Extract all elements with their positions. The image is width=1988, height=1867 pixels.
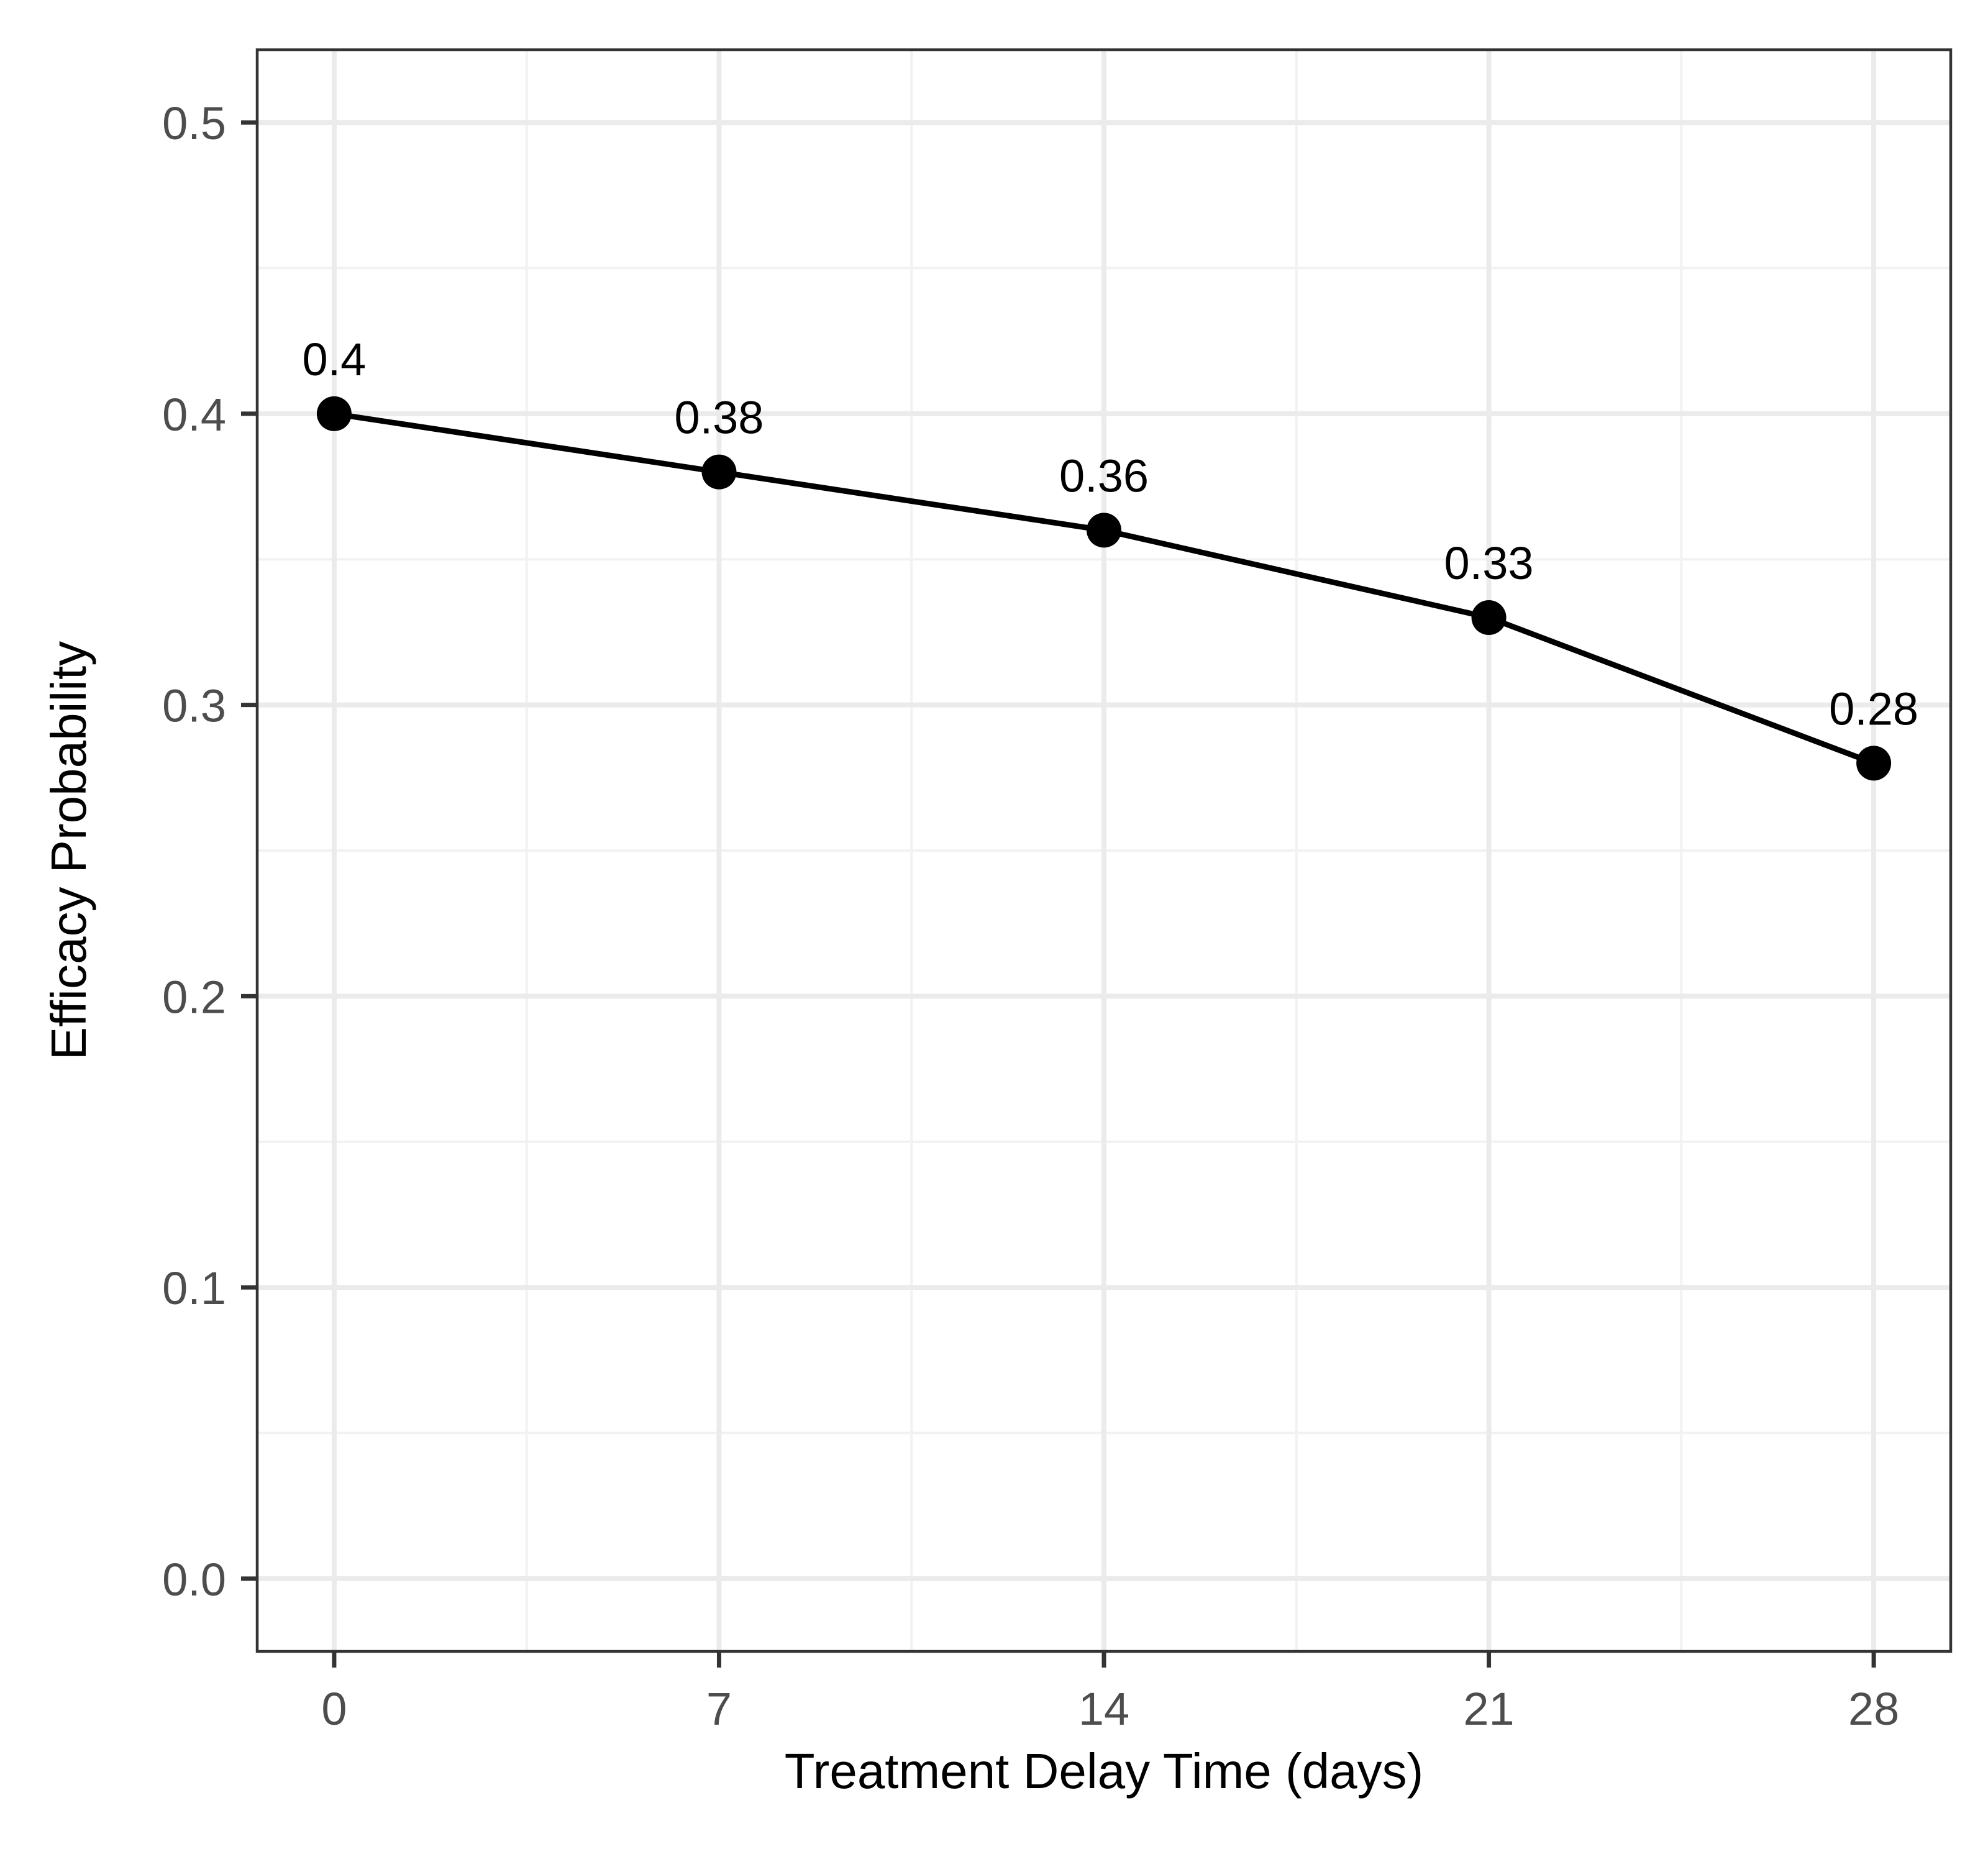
x-tick-label: 21 xyxy=(1463,1683,1514,1735)
data-label: 0.33 xyxy=(1444,537,1534,589)
y-axis: 0.0 0.1 0.2 0.3 0.4 0.5 xyxy=(162,98,257,1605)
x-tick-label: 7 xyxy=(706,1683,732,1735)
y-tick-label: 0.4 xyxy=(162,389,226,441)
x-tick-label: 14 xyxy=(1078,1683,1129,1735)
data-point xyxy=(316,396,352,431)
y-tick-label: 0.5 xyxy=(162,98,226,149)
y-tick-label: 0.0 xyxy=(162,1554,226,1605)
y-tick-label: 0.3 xyxy=(162,680,226,732)
data-point xyxy=(1087,513,1121,548)
data-point xyxy=(1856,746,1892,781)
x-axis-title: Treatment Delay Time (days) xyxy=(785,1743,1423,1799)
data-point xyxy=(701,454,737,490)
y-tick-label: 0.2 xyxy=(162,971,226,1023)
x-tick-label: 0 xyxy=(321,1683,347,1735)
major-grid xyxy=(257,50,1951,1651)
data-label: 0.38 xyxy=(674,392,764,444)
series-group: 0.4 0.38 0.36 0.33 0.28 xyxy=(302,334,1918,781)
data-label: 0.36 xyxy=(1059,450,1149,501)
x-axis: 0 7 14 21 28 xyxy=(321,1651,1899,1735)
data-label: 0.28 xyxy=(1829,683,1918,734)
x-tick-label: 28 xyxy=(1848,1683,1899,1735)
data-point xyxy=(1471,600,1507,636)
data-label: 0.4 xyxy=(302,334,366,385)
y-axis-title: Efficacy Probability xyxy=(41,641,96,1060)
y-tick-label: 0.1 xyxy=(162,1262,226,1314)
